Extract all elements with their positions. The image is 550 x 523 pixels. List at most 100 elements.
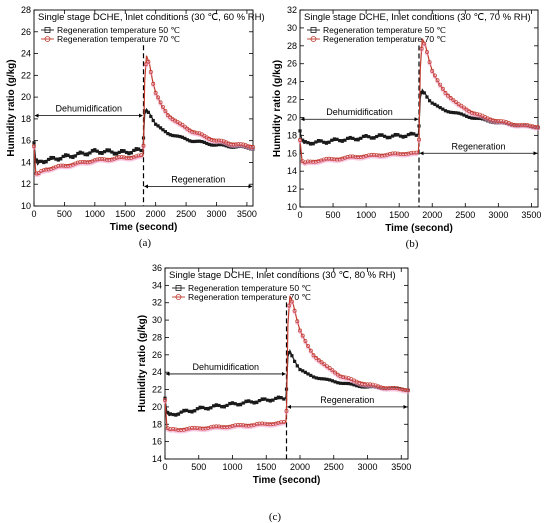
data-point	[168, 133, 172, 137]
data-point	[187, 409, 191, 413]
data-point	[276, 395, 280, 399]
y-tick-label: 28	[152, 332, 162, 342]
data-point	[451, 110, 455, 115]
y-tick-label: 12	[21, 179, 31, 189]
data-point	[417, 137, 421, 142]
data-point	[289, 299, 294, 304]
panel-label: (b)	[406, 238, 419, 250]
data-point	[469, 110, 474, 115]
data-point	[328, 378, 332, 382]
data-point	[124, 150, 129, 155]
data-point	[98, 151, 102, 155]
data-point	[100, 151, 104, 155]
data-point	[190, 139, 194, 144]
data-point	[341, 381, 345, 386]
x-tick-label: 1000	[222, 462, 242, 472]
data-point	[388, 135, 392, 140]
data-point	[156, 95, 161, 100]
y-tick-label: 24	[21, 49, 31, 59]
data-point	[367, 135, 371, 139]
data-point	[252, 401, 256, 405]
data-point	[163, 109, 168, 113]
data-point	[105, 148, 109, 152]
data-point	[298, 129, 302, 133]
data-point	[449, 110, 453, 114]
data-point	[349, 382, 353, 386]
x-axis-label: Time (second)	[385, 223, 453, 234]
data-point	[246, 144, 251, 148]
legend-label: Regeneration temperature 70 ℃	[323, 34, 446, 44]
data-point	[348, 135, 352, 140]
dehumidification-label: Dehumidification	[192, 362, 259, 372]
data-point	[435, 78, 440, 83]
y-tick-label: 20	[152, 402, 162, 412]
x-tick-label: 0	[162, 462, 167, 472]
data-point	[364, 134, 368, 138]
data-point	[219, 138, 224, 143]
data-point	[112, 152, 116, 156]
data-point	[76, 151, 80, 156]
data-point	[165, 113, 170, 118]
data-point	[243, 143, 248, 148]
data-point	[435, 104, 440, 108]
y-tick-label: 24	[152, 367, 162, 377]
y-tick-label: 16	[21, 136, 31, 146]
data-point	[509, 122, 514, 127]
data-point	[528, 123, 533, 128]
y-tick-label: 36	[152, 263, 162, 273]
data-point	[295, 364, 299, 368]
data-point	[268, 399, 272, 403]
data-point	[292, 308, 297, 313]
data-point	[90, 148, 94, 153]
data-point	[451, 98, 456, 103]
data-point	[414, 150, 419, 155]
data-point	[361, 134, 366, 138]
data-point	[383, 134, 387, 138]
data-point	[287, 351, 291, 355]
data-point	[161, 104, 165, 109]
data-point	[279, 396, 283, 400]
data-point	[173, 134, 177, 138]
y-tick-label: 26	[287, 59, 297, 69]
x-tick-label: 500	[57, 209, 72, 219]
data-point	[311, 142, 315, 146]
x-tick-label: 1000	[356, 210, 376, 220]
data-point	[212, 404, 216, 408]
data-point	[153, 90, 158, 95]
data-point	[71, 155, 75, 160]
data-point	[249, 400, 253, 404]
data-point	[406, 133, 411, 137]
data-point	[536, 125, 540, 130]
data-point	[472, 116, 477, 120]
data-point	[180, 122, 185, 127]
data-point	[396, 133, 400, 137]
y-tick-label: 20	[287, 112, 297, 122]
data-point	[161, 128, 165, 132]
data-point	[197, 131, 202, 136]
data-point	[317, 376, 321, 381]
data-point	[163, 398, 167, 402]
data-point	[369, 136, 373, 140]
data-point	[308, 142, 313, 146]
data-point	[316, 139, 321, 143]
y-tick-label: 12	[287, 184, 297, 194]
data-point	[332, 137, 336, 141]
data-point	[251, 144, 255, 149]
data-point	[183, 136, 187, 141]
data-point	[255, 400, 259, 405]
data-point	[129, 151, 133, 155]
data-point	[144, 109, 148, 113]
data-point	[327, 366, 332, 371]
y-tick-label: 18	[287, 130, 297, 140]
data-point	[320, 377, 324, 381]
data-point	[207, 142, 211, 147]
y-tick-label: 18	[21, 114, 31, 124]
data-point	[341, 375, 346, 379]
chart-panel-a: 0 500 1000 1500 2000 2500 3000 3500 10 12 14 16 18 20…	[6, 5, 265, 233]
data-point	[311, 375, 316, 379]
y-tick-label: 22	[287, 95, 297, 105]
data-point	[241, 401, 245, 405]
data-point	[372, 136, 376, 140]
data-point	[325, 364, 329, 369]
series-regen-70	[162, 295, 411, 434]
